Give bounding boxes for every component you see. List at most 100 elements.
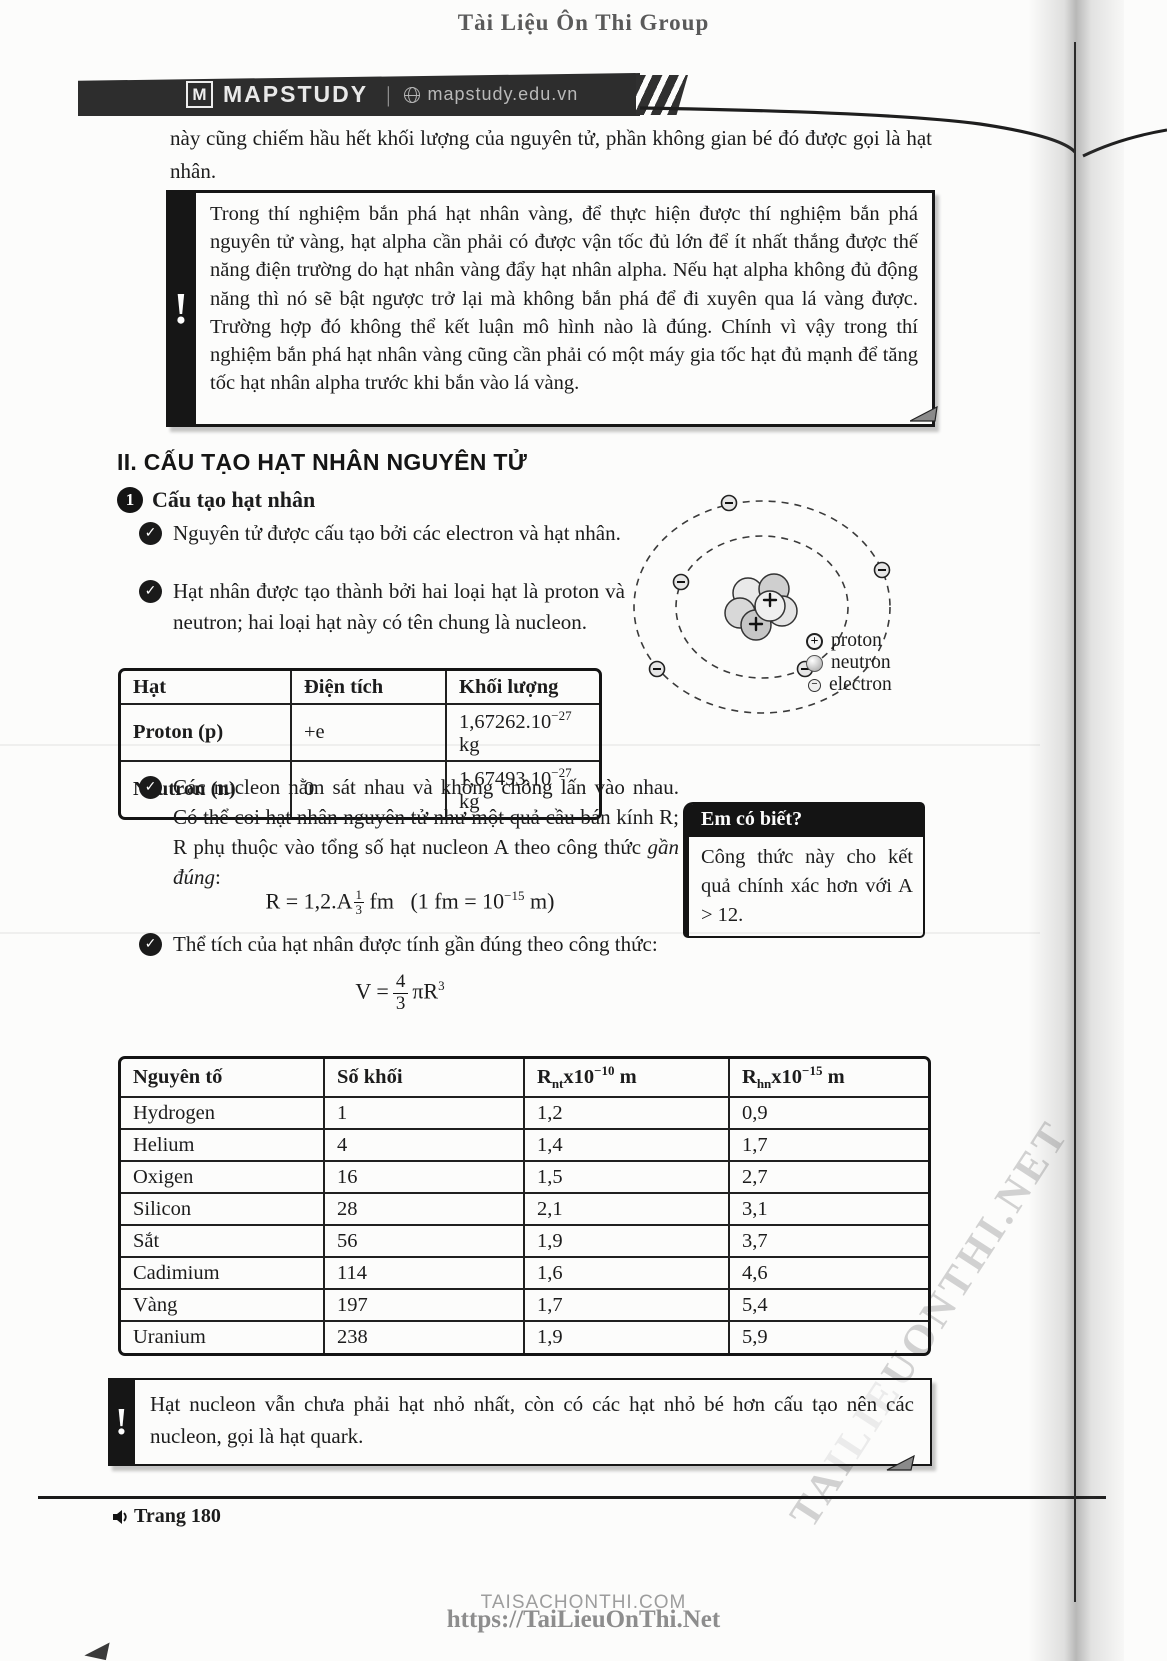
binding-line: [1074, 42, 1076, 1602]
check-icon: ✓: [139, 580, 162, 603]
cell-charge: +e: [290, 703, 447, 762]
bullet-text: Nguyên tử được cấu tạo bởi các electron …: [173, 521, 621, 545]
cell-particle: Proton (p): [121, 703, 292, 762]
header-unit: m: [619, 1065, 637, 1088]
center-watermark: TAISACHONTHI.COM https://TaiLieuOnThi.Ne…: [0, 1592, 1167, 1634]
table-row: Cadimium 114 1,6 4,6: [121, 1256, 928, 1290]
brand-name: MAPSTUDY: [223, 81, 369, 107]
table-row: Oxigen 16 1,5 2,7: [121, 1160, 928, 1194]
neutron-icon: [806, 654, 823, 672]
fraction-denominator: 3: [395, 992, 406, 1014]
list-item: ✓ Nguyên tử được cấu tạo bởi các electro…: [139, 518, 625, 549]
check-icon: ✓: [139, 933, 162, 956]
cell-mass-number: 16: [323, 1160, 525, 1194]
column-header: Điện tích: [290, 671, 447, 705]
atom-legend: + proton neutron − electron: [806, 630, 892, 696]
page-curl-curves: [640, 106, 1167, 158]
cell-element: Hydrogen: [121, 1096, 325, 1130]
table-row: Vàng 197 1,7 5,4: [121, 1288, 928, 1322]
cell-rnt: 1,5: [523, 1160, 730, 1194]
section-title: II. CẤU TẠO HẠT NHÂN NGUYÊN TỬ: [117, 449, 528, 475]
warning-exclamation-icon: !: [166, 193, 196, 424]
header-sub: nt: [551, 1075, 564, 1091]
warning-text: Trong thí nghiệm bắn phá hạt nhân vàng, …: [210, 203, 918, 395]
bullet-text: Thể tích của hạt nhân được tính gần đúng…: [173, 932, 658, 956]
cell-element: Oxigen: [121, 1160, 325, 1194]
legend-label: proton: [831, 630, 882, 651]
cell-mass-number: 4: [323, 1128, 525, 1162]
cell-rnt: 1,9: [523, 1224, 730, 1258]
column-header: Nguyên tố: [121, 1059, 325, 1098]
list-item: ✓ Hạt nhân được tạo thành bởi hai loại h…: [139, 576, 625, 638]
cell-rnt: 1,4: [523, 1128, 730, 1162]
scan-artifact-line: [0, 932, 1040, 934]
site-title: Tài Liệu Ôn Thi Group: [457, 10, 710, 35]
mass-exponent: −27: [551, 764, 572, 780]
mapstudy-logo: M: [186, 81, 213, 108]
element-table: Nguyên tố Số khối Rntx10−10 m Rhnx10−15 …: [118, 1056, 931, 1356]
formula-note-exp: −15: [504, 888, 525, 903]
note-exclamation-icon: !: [108, 1380, 135, 1464]
cell-mass-number: 238: [323, 1320, 525, 1353]
header-exp: −15: [802, 1063, 823, 1079]
did-you-know-box: Em có biết? Công thức này cho kết quả ch…: [683, 802, 925, 938]
formula-unit: fm: [369, 888, 394, 914]
check-icon: ✓: [139, 522, 162, 545]
cell-mass-number: 114: [323, 1256, 525, 1290]
fraction-numerator: 1: [353, 887, 365, 903]
list-item: ✓ Thể tích của hạt nhân được tính gần đú…: [139, 929, 713, 960]
header-exp: −10: [594, 1063, 615, 1079]
brand-banner: M MAPSTUDY | mapstudy.edu.vn: [78, 73, 640, 116]
brand-url: mapstudy.edu.vn: [427, 84, 579, 104]
legend-item: neutron: [806, 652, 892, 674]
bullet-text-part: Các nucleon nằm sát nhau và không chồng …: [173, 775, 679, 859]
number-badge-icon: 1: [117, 487, 143, 513]
binding-shadow: [1028, 0, 1124, 1661]
cell-element: Helium: [121, 1128, 325, 1162]
scan-corner-mark: [84, 1637, 110, 1661]
bottom-note-box: ! Hạt nucleon vẫn chưa phải hạt nhỏ nhất…: [108, 1378, 932, 1471]
column-header: Số khối: [323, 1059, 525, 1098]
mass-unit: kg: [459, 790, 480, 813]
cell-rnt: 2,1: [523, 1192, 730, 1226]
page-intro: này cũng chiếm hầu hết khối lượng của ng…: [170, 126, 932, 183]
bullet-text: Hạt nhân được tạo thành bởi hai loại hạt…: [173, 579, 625, 634]
table-row: Uranium 238 1,9 5,9: [121, 1320, 928, 1353]
column-header: Rntx10−10 m: [523, 1059, 730, 1098]
cell-mass-number: 28: [323, 1192, 525, 1226]
cell-mass-number: 197: [323, 1288, 525, 1322]
table-row: Helium 4 1,4 1,7: [121, 1128, 928, 1162]
formula-rhs: πR: [412, 978, 439, 1004]
legend-label: neutron: [831, 652, 891, 673]
table-row: Proton (p) +e 1,67262.10−27 kg: [121, 703, 599, 762]
subsection-title: Cấu tạo hạt nhân: [152, 487, 316, 512]
list-item: ✓ Các nucleon nằm sát nhau và không chồn…: [139, 772, 679, 892]
table-row: Sắt 56 1,9 3,7: [121, 1224, 928, 1258]
cell-rhn: 2,7: [728, 1160, 928, 1194]
cell-rhn: 3,1: [728, 1192, 928, 1226]
mass-exponent: −27: [551, 708, 572, 723]
mass-base: 1,67493.10: [459, 767, 552, 790]
banner-divider: |: [386, 81, 391, 107]
cell-rhn: 1,7: [728, 1128, 928, 1162]
bullet-text-part: :: [215, 865, 221, 889]
fraction-denominator: 3: [355, 901, 363, 917]
cell-mass-number: 1: [323, 1096, 525, 1130]
column-header: Khối lượng: [445, 671, 599, 705]
legend-item: + proton: [806, 630, 892, 652]
did-you-know-body: Công thức này cho kết quả chính xác hơn …: [701, 846, 913, 926]
watermark-line1: TAISACHONTHI.COM: [480, 1592, 687, 1613]
cell-element: Cadimium: [121, 1256, 325, 1290]
formula-exponent: 3: [438, 978, 445, 994]
cell-rhn: 3,7: [728, 1224, 928, 1258]
table-row: Silicon 28 2,1 3,1: [121, 1192, 928, 1226]
formula-note-close: m): [529, 888, 555, 914]
header-unit: m: [827, 1065, 845, 1088]
legend-item: − electron: [806, 674, 892, 696]
cell-element: Vàng: [121, 1288, 325, 1322]
atom-diagram: [633, 494, 891, 714]
cell-rnt: 1,9: [523, 1320, 730, 1353]
formula-radius: R = 1,2.A 1 3 fm (1 fm = 10−15 m): [170, 888, 650, 917]
header-base: R: [742, 1065, 757, 1088]
legend-label: electron: [829, 674, 892, 695]
